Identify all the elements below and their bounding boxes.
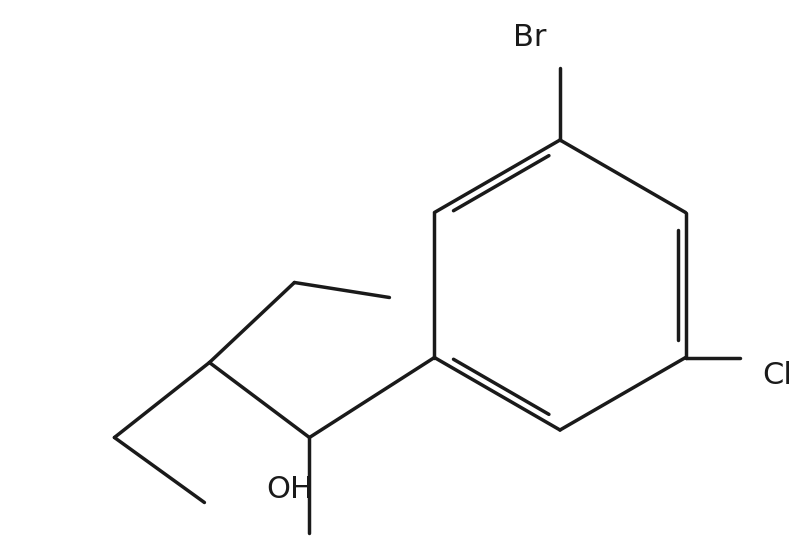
Text: OH: OH	[266, 475, 314, 505]
Text: Cl: Cl	[762, 362, 792, 390]
Text: Br: Br	[514, 24, 546, 52]
